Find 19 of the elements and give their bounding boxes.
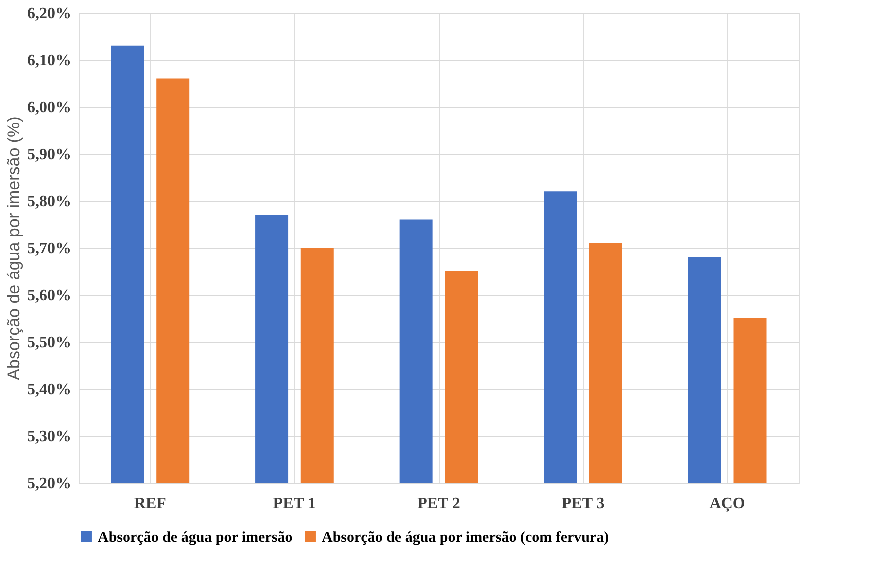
x-tick-label: AÇO <box>710 496 746 512</box>
legend-label: Absorção de água por imersão <box>98 530 293 546</box>
y-tick-label: 5,30% <box>28 428 72 446</box>
y-tick-label: 5,80% <box>28 194 72 210</box>
y-tick-label: 5,40% <box>28 382 72 398</box>
y-tick-label: 6,10% <box>28 52 72 70</box>
x-tick-label: PET 1 <box>273 496 316 512</box>
y-tick-label: 6,00% <box>28 100 72 116</box>
y-tick-label: 5,50% <box>28 334 72 352</box>
y-tick-label: 5,60% <box>28 288 72 304</box>
x-tick-label: REF <box>134 496 167 512</box>
y-tick-label: 5,90% <box>28 146 72 164</box>
y-tick-label: 5,20% <box>28 476 72 492</box>
legend-label: Absorção de água por imersão (com fervura) <box>322 530 610 546</box>
y-tick-label: 5,70% <box>28 240 72 258</box>
y-axis-title: Absorção de água por imersão (%) <box>4 116 24 380</box>
y-tick-label: 6,20% <box>28 6 72 22</box>
x-tick-label: PET 2 <box>418 496 460 512</box>
x-tick-label: PET 3 <box>562 496 605 512</box>
